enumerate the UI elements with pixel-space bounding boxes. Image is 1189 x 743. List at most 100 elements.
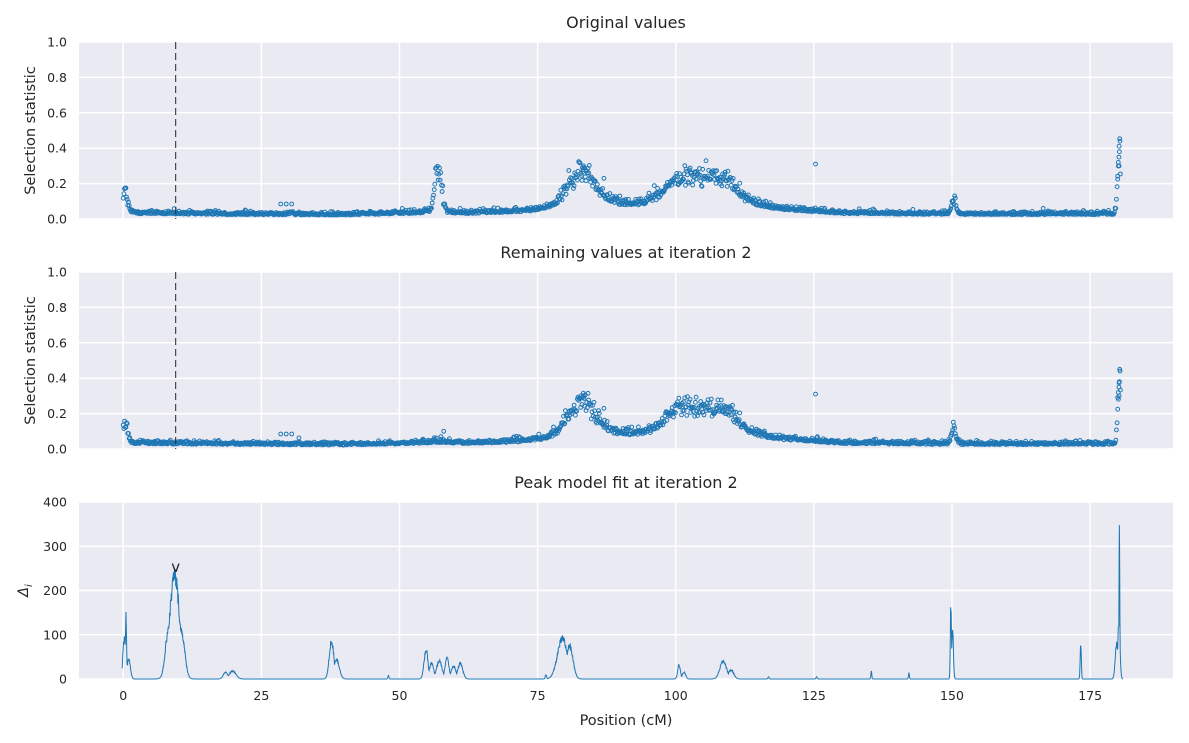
scatter-point bbox=[687, 397, 693, 402]
y-tick-label: 400 bbox=[43, 495, 67, 510]
scatter-point bbox=[242, 207, 248, 213]
scatter-point bbox=[736, 417, 742, 423]
scatter-point bbox=[580, 395, 585, 401]
scatter-point bbox=[703, 158, 709, 164]
scatter-point bbox=[124, 194, 129, 200]
scatter-point bbox=[617, 193, 623, 199]
scatter-point bbox=[1117, 366, 1123, 372]
scatter-point bbox=[431, 192, 436, 198]
y-ticks-remaining: 0.0 0.2 0.4 0.6 0.8 1.0 bbox=[47, 265, 67, 457]
x-label-fit: Position (cM) bbox=[580, 713, 673, 729]
scatter-point bbox=[283, 431, 289, 437]
scatter-point bbox=[577, 160, 583, 166]
y-tick-label: 1.0 bbox=[47, 35, 67, 50]
scatter-point bbox=[1113, 437, 1119, 443]
scatter-point bbox=[646, 190, 652, 196]
scatter-point bbox=[746, 192, 751, 198]
grid-original bbox=[79, 41, 1173, 220]
scatter-point bbox=[510, 439, 516, 445]
y-tick-label: 0.2 bbox=[47, 406, 67, 421]
scatter-point bbox=[566, 416, 572, 422]
scatter-point bbox=[551, 424, 556, 430]
scatter-point bbox=[721, 174, 727, 180]
scatter-point bbox=[171, 206, 177, 212]
scatter-point bbox=[700, 166, 706, 172]
scatter-point bbox=[555, 200, 560, 206]
scatter-point bbox=[1116, 384, 1122, 390]
scatter-point bbox=[399, 206, 405, 211]
scatter-point bbox=[612, 427, 617, 432]
scatter-point bbox=[1113, 206, 1119, 211]
scatter-point bbox=[438, 434, 444, 440]
scatter-point bbox=[592, 414, 598, 420]
scatter-point bbox=[952, 431, 958, 437]
scatter-point bbox=[1117, 138, 1123, 144]
scatter-point bbox=[429, 200, 435, 206]
scatter-point bbox=[1114, 420, 1120, 426]
scatter-point bbox=[686, 399, 692, 405]
y-label-fit-sub: i bbox=[24, 584, 35, 587]
scatter-point bbox=[124, 421, 130, 427]
scatter-point bbox=[952, 193, 957, 199]
y-ticks-fit: 0 100 200 300 400 bbox=[43, 495, 67, 687]
scatter-point bbox=[124, 420, 129, 426]
scatter-point bbox=[573, 172, 579, 178]
scatter-point bbox=[692, 413, 698, 419]
scatter-point bbox=[607, 191, 613, 196]
scatter-point bbox=[1116, 143, 1122, 149]
y-ticks-original: 0.0 0.2 0.4 0.6 0.8 1.0 bbox=[47, 35, 67, 227]
scatter-point bbox=[947, 438, 953, 444]
scatter-point bbox=[681, 399, 686, 405]
y-label-original: Selection statistic bbox=[23, 66, 39, 195]
scatter-point bbox=[673, 410, 678, 416]
scatter-point bbox=[126, 203, 132, 209]
scatter-point bbox=[590, 183, 595, 189]
scatter-point bbox=[1117, 149, 1122, 155]
scatter-point bbox=[813, 161, 818, 167]
scatter-point bbox=[714, 168, 719, 174]
scatter-point bbox=[1112, 440, 1118, 446]
y-tick-label: 0.4 bbox=[47, 371, 67, 386]
y-tick-label: 0.6 bbox=[47, 335, 67, 350]
scatter-point bbox=[693, 399, 698, 405]
scatter-point bbox=[1117, 136, 1123, 142]
y-label-fit-main: Δ bbox=[16, 587, 32, 598]
scatter-point bbox=[435, 177, 441, 183]
scatter-point bbox=[1115, 406, 1121, 412]
y-tick-label: 0.2 bbox=[47, 176, 67, 191]
scatter-point bbox=[596, 408, 601, 414]
scatter-point bbox=[121, 191, 127, 197]
scatter-point bbox=[952, 195, 958, 201]
x-tick-label: 50 bbox=[392, 688, 408, 703]
panel-remaining-values: 0.0 0.2 0.4 0.6 0.8 1.0 Remaining values at i… bbox=[23, 243, 1173, 457]
y-tick-label: 0.0 bbox=[47, 212, 67, 227]
scatter-point bbox=[1118, 171, 1123, 177]
scatter-point bbox=[952, 425, 957, 431]
scatter-point bbox=[289, 431, 295, 437]
scatter-point bbox=[722, 172, 727, 177]
y-tick-label: 200 bbox=[43, 583, 67, 598]
scatter-point bbox=[693, 394, 699, 400]
scatter-point bbox=[737, 410, 743, 416]
scatter-point bbox=[457, 206, 463, 211]
scatter-point bbox=[126, 431, 131, 436]
scatter-point bbox=[585, 390, 591, 396]
scatter-point bbox=[699, 184, 705, 189]
y-tick-label: 0.4 bbox=[47, 141, 67, 156]
grid-remaining bbox=[79, 271, 1173, 450]
scatter-point bbox=[953, 433, 959, 439]
scatter-point bbox=[1114, 196, 1119, 202]
scatter-point bbox=[601, 175, 607, 181]
scatter-point bbox=[580, 165, 585, 171]
scatter-point bbox=[708, 407, 713, 413]
scatter-point bbox=[437, 165, 442, 171]
x-tick-label: 125 bbox=[802, 688, 826, 703]
scatter-point bbox=[600, 186, 605, 191]
scatter-point bbox=[722, 169, 728, 175]
scatter-point bbox=[856, 206, 862, 212]
y-tick-label: 1.0 bbox=[47, 265, 67, 280]
plot-area-remaining bbox=[79, 272, 1173, 449]
y-tick-label: 300 bbox=[43, 539, 67, 554]
scatter-point bbox=[563, 191, 569, 197]
